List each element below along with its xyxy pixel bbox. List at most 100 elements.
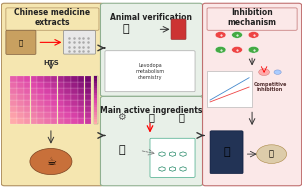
- Bar: [85, 106, 91, 112]
- Bar: [71, 100, 78, 106]
- Text: Main active ingredients: Main active ingredients: [100, 106, 203, 115]
- Circle shape: [259, 69, 269, 75]
- Bar: [24, 106, 30, 112]
- Circle shape: [248, 46, 259, 53]
- Bar: [44, 88, 51, 94]
- Bar: [71, 106, 78, 112]
- Bar: [51, 106, 57, 112]
- FancyBboxPatch shape: [64, 31, 95, 54]
- Bar: [10, 119, 17, 124]
- Bar: [24, 119, 30, 124]
- Bar: [44, 94, 51, 100]
- Bar: [65, 88, 71, 94]
- Bar: [78, 119, 85, 124]
- Bar: [24, 94, 30, 100]
- FancyBboxPatch shape: [210, 131, 243, 174]
- Bar: [51, 76, 57, 82]
- Bar: [37, 82, 44, 88]
- Text: 🧬: 🧬: [269, 149, 274, 159]
- Bar: [37, 106, 44, 112]
- Bar: [65, 94, 71, 100]
- Bar: [51, 88, 57, 94]
- Circle shape: [257, 145, 287, 163]
- Bar: [17, 76, 24, 82]
- Bar: [37, 94, 44, 100]
- Bar: [85, 76, 91, 82]
- Text: Animal verification: Animal verification: [111, 13, 192, 22]
- Bar: [58, 94, 64, 100]
- Text: 💻: 💻: [178, 112, 185, 122]
- Bar: [17, 94, 24, 100]
- Bar: [78, 112, 85, 118]
- Bar: [78, 88, 85, 94]
- Text: Chinese medicine
extracts: Chinese medicine extracts: [14, 8, 91, 27]
- Bar: [10, 88, 17, 94]
- Bar: [95, 102, 98, 105]
- Bar: [95, 110, 98, 112]
- Bar: [44, 112, 51, 118]
- Text: 💻: 💻: [223, 147, 230, 157]
- Bar: [65, 82, 71, 88]
- Bar: [10, 100, 17, 106]
- Text: 🌿: 🌿: [19, 39, 23, 46]
- Bar: [51, 112, 57, 118]
- Bar: [65, 76, 71, 82]
- Bar: [95, 100, 98, 102]
- Bar: [95, 88, 98, 90]
- Bar: [51, 94, 57, 100]
- Bar: [17, 106, 24, 112]
- Bar: [95, 78, 98, 81]
- Bar: [78, 106, 85, 112]
- Bar: [17, 82, 24, 88]
- Bar: [78, 82, 85, 88]
- Bar: [44, 119, 51, 124]
- Bar: [24, 88, 30, 94]
- Bar: [31, 76, 37, 82]
- Bar: [37, 88, 44, 94]
- Bar: [65, 112, 71, 118]
- FancyBboxPatch shape: [101, 96, 202, 186]
- Bar: [85, 82, 91, 88]
- Bar: [65, 100, 71, 106]
- Bar: [95, 83, 98, 86]
- Bar: [44, 76, 51, 82]
- Bar: [85, 112, 91, 118]
- Bar: [31, 100, 37, 106]
- Circle shape: [274, 70, 281, 74]
- Text: HTS: HTS: [43, 60, 59, 66]
- FancyBboxPatch shape: [6, 30, 36, 54]
- Bar: [58, 76, 64, 82]
- Bar: [65, 119, 71, 124]
- Circle shape: [232, 32, 242, 38]
- Text: 🔬: 🔬: [148, 112, 155, 122]
- Bar: [58, 88, 64, 94]
- Bar: [95, 93, 98, 95]
- Circle shape: [232, 46, 242, 53]
- Bar: [78, 94, 85, 100]
- Bar: [71, 119, 78, 124]
- Bar: [17, 100, 24, 106]
- Bar: [71, 82, 78, 88]
- Bar: [95, 81, 98, 83]
- Bar: [10, 112, 17, 118]
- Bar: [31, 119, 37, 124]
- Bar: [37, 100, 44, 106]
- Bar: [31, 94, 37, 100]
- Bar: [58, 106, 64, 112]
- Bar: [58, 119, 64, 124]
- FancyBboxPatch shape: [202, 3, 301, 186]
- FancyBboxPatch shape: [105, 51, 195, 92]
- FancyBboxPatch shape: [150, 138, 195, 177]
- Bar: [44, 100, 51, 106]
- Bar: [95, 115, 98, 117]
- Bar: [10, 76, 17, 82]
- Bar: [95, 122, 98, 124]
- Bar: [95, 95, 98, 98]
- Bar: [51, 119, 57, 124]
- Bar: [31, 112, 37, 118]
- Bar: [95, 107, 98, 110]
- Bar: [65, 106, 71, 112]
- Text: Inhibition
mechanism: Inhibition mechanism: [228, 8, 277, 27]
- Bar: [10, 106, 17, 112]
- Bar: [17, 112, 24, 118]
